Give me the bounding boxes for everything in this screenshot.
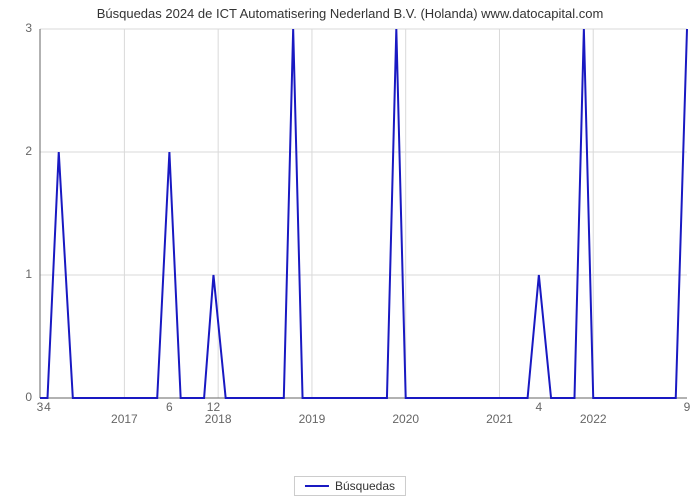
svg-text:9: 9	[684, 400, 691, 414]
chart-container: Búsquedas 2024 de ICT Automatisering Ned…	[0, 0, 700, 500]
svg-text:4: 4	[536, 400, 543, 414]
chart-plot: 01232017201820192020202120223461249	[40, 28, 688, 426]
legend-swatch	[305, 485, 329, 487]
svg-text:2019: 2019	[299, 412, 326, 426]
svg-text:4: 4	[44, 400, 51, 414]
svg-text:2017: 2017	[111, 412, 138, 426]
svg-text:2020: 2020	[392, 412, 419, 426]
series-line	[40, 29, 687, 398]
svg-text:3: 3	[37, 400, 44, 414]
svg-text:2021: 2021	[486, 412, 513, 426]
legend-label: Búsquedas	[335, 479, 395, 493]
svg-text:1: 1	[25, 267, 32, 281]
svg-text:2: 2	[25, 144, 32, 158]
svg-text:0: 0	[25, 390, 32, 404]
svg-text:3: 3	[25, 21, 32, 35]
chart-title: Búsquedas 2024 de ICT Automatisering Ned…	[0, 6, 700, 21]
svg-text:12: 12	[207, 400, 221, 414]
legend: Búsquedas	[294, 476, 406, 496]
svg-text:2018: 2018	[205, 412, 232, 426]
svg-text:6: 6	[166, 400, 173, 414]
svg-text:2022: 2022	[580, 412, 607, 426]
